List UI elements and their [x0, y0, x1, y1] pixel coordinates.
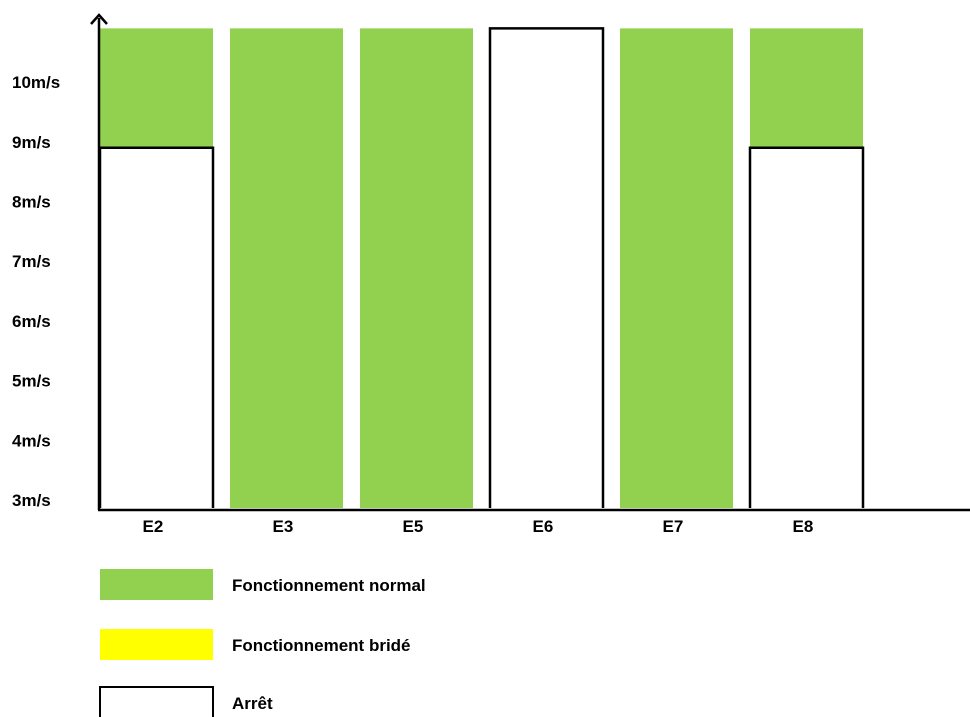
bar-outline-e6 [488, 27, 605, 508]
y-axis-arrow [90, 13, 108, 25]
y-tick-label: 7m/s [12, 252, 51, 271]
y-tick-label: 9m/s [12, 133, 51, 152]
x-category-label: E8 [793, 517, 814, 536]
x-category-label: E5 [403, 517, 424, 536]
legend-swatch-bride [100, 629, 213, 660]
y-tick-label: 3m/s [12, 491, 51, 510]
bar-segment-arret-e6 [490, 28, 603, 509]
y-tick-label: 4m/s [12, 431, 51, 450]
bar-segment-normal-e8 [750, 28, 863, 148]
x-category-label: E7 [663, 517, 684, 536]
axes-group [90, 13, 970, 512]
bar-segment-normal-e7 [620, 28, 733, 509]
y-tick-label: 10m/s [12, 73, 60, 92]
legend-swatch-normal [100, 569, 213, 600]
x-category-labels: E2 E3 E5 E6 E7 E8 [143, 517, 814, 536]
x-category-label: E6 [533, 517, 554, 536]
bar-outline-e8 [748, 146, 865, 508]
legend-label-normal: Fonctionnement normal [232, 576, 426, 595]
legend-swatch-arret [99, 686, 214, 717]
x-category-label: E3 [273, 517, 294, 536]
bar-segment-normal-e5 [360, 28, 473, 509]
bar-segment-normal-e2 [100, 28, 213, 148]
legend-label-arret: Arrêt [232, 694, 273, 713]
y-tick-label: 5m/s [12, 372, 51, 391]
legend: Fonctionnement normal Fonctionnement brid… [99, 569, 426, 717]
y-tick-labels: 3m/s 4m/s 5m/s 6m/s 7m/s 8m/s 9m/s 10m/s [12, 73, 60, 510]
y-tick-label: 8m/s [12, 193, 51, 212]
x-category-label: E2 [143, 517, 164, 536]
bar-segment-arret-e8 [750, 147, 863, 508]
bar-segment-normal-e3 [230, 28, 343, 509]
bars-group [98, 27, 865, 509]
bar-segment-arret-e2 [100, 147, 213, 508]
y-tick-label: 6m/s [12, 312, 51, 331]
legend-label-bride: Fonctionnement bridé [232, 636, 411, 655]
